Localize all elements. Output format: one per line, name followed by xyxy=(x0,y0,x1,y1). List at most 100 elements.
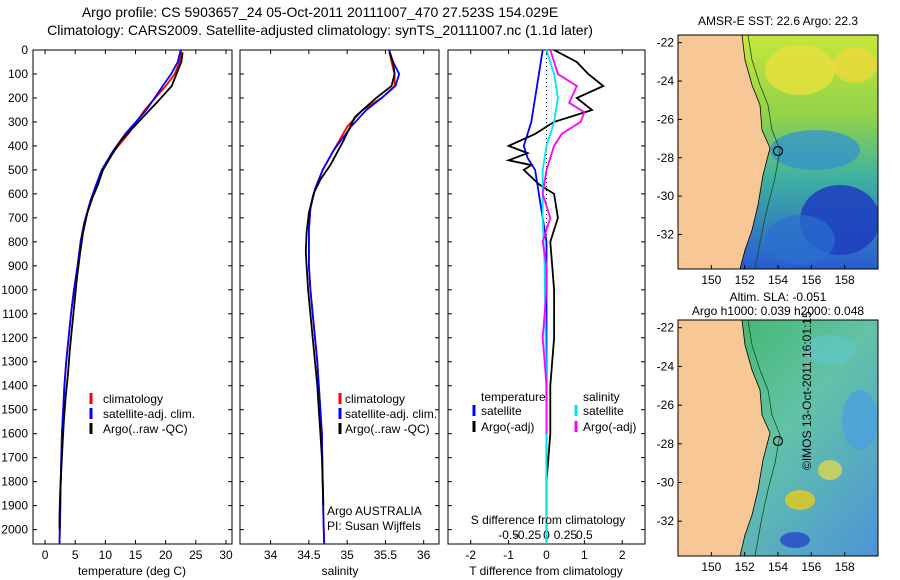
argo-position-marker xyxy=(772,435,784,447)
sst-map-title: AMSR-E SST: 22.6 Argo: 22.3 xyxy=(698,14,858,28)
sla-high-patch xyxy=(818,460,842,480)
legend-label-satellite: satellite-adj. clim. xyxy=(345,407,437,421)
t-difference-axis-ticks: -2 -1 0 1 2 xyxy=(465,50,626,562)
temperature-legend: climatology satellite-adj. clim. Argo(..… xyxy=(89,392,195,436)
latitude-tick-label: -22 xyxy=(657,321,675,335)
sla-map-title-line1: Altim. SLA: -0.051 xyxy=(730,290,827,304)
longitude-tick-label: 154 xyxy=(768,273,788,287)
depth-tick-label: 200 xyxy=(8,91,28,105)
series-line-climatology xyxy=(58,49,183,545)
temperature-axis-ticks: 0 5 10 15 20 25 30 xyxy=(42,50,233,562)
x-tick-label: 2 xyxy=(619,548,626,562)
series-line-argo-raw-qc- xyxy=(304,52,396,506)
s-difference-tick-label: 0.5 xyxy=(576,528,593,542)
sst-latitude-ticks: -22 -24 -26 -28 -30 -32 xyxy=(657,36,682,241)
legend-label-argo: Argo(..raw -QC) xyxy=(103,422,188,436)
argo-position-marker xyxy=(772,145,784,157)
sst-longitude-ticks: 150 152 154 156 158 xyxy=(701,265,855,287)
x-tick-label: -1 xyxy=(503,548,514,562)
depth-tick-label: 1400 xyxy=(1,379,28,393)
depth-tick-label: 0 xyxy=(21,43,28,57)
x-tick-label: 34 xyxy=(264,548,278,562)
longitude-tick-label: 150 xyxy=(701,273,721,287)
latitude-tick-label: -22 xyxy=(657,36,675,50)
longitude-tick-label: 152 xyxy=(735,273,755,287)
x-tick-label: 25 xyxy=(189,548,203,562)
legend-label-satellite: satellite-adj. clim. xyxy=(103,407,195,421)
series-line-satellite-adj-clim- xyxy=(307,49,401,545)
sla-latitude-ticks: -22 -24 -26 -28 -30 -32 xyxy=(657,321,682,528)
latitude-tick-label: -28 xyxy=(657,437,675,451)
depth-tick-label: 1600 xyxy=(1,427,28,441)
depth-tick-label: 1200 xyxy=(1,331,28,345)
series-line-temperature-satellite xyxy=(522,49,548,544)
sla-map-title-line2: Argo h1000: 0.039 h2000: 0.048 xyxy=(692,304,864,318)
pi-label: PI: Susan Wijffels xyxy=(327,519,421,533)
depth-axis-ticks: 0 100 200 300 400 500 600 700 800 900 1000 1100 1200… xyxy=(1,43,645,537)
depth-tick-label: 600 xyxy=(8,187,28,201)
s-difference-xlabel: S difference from climatology xyxy=(471,513,626,527)
depth-tick-label: 900 xyxy=(8,259,28,273)
x-tick-label: 36 xyxy=(417,548,431,562)
x-tick-label: 35 xyxy=(340,548,354,562)
legend-label-temperature-satellite: satellite xyxy=(481,404,522,418)
figure-title-line2: Climatology: CARS2009. Satellite-adjuste… xyxy=(47,22,593,38)
sla-map xyxy=(678,320,878,556)
argo-program-label: Argo AUSTRALIA xyxy=(327,504,422,518)
series-line-salinity-argo-adj- xyxy=(541,49,586,434)
x-tick-label: 35.5 xyxy=(374,548,398,562)
longitude-tick-label: 158 xyxy=(835,273,855,287)
temperature-difference-legend: temperature satellite Argo(-adj) xyxy=(472,390,546,434)
x-tick-label: 30 xyxy=(219,548,233,562)
salinity-axis-ticks: 34 34.5 35 35.5 36 xyxy=(264,50,431,562)
depth-tick-label: 1300 xyxy=(1,355,28,369)
shelf-contour xyxy=(747,320,781,556)
legend-label-argo: Argo(..raw -QC) xyxy=(345,422,430,436)
land-australia xyxy=(678,35,771,269)
longitude-tick-label: 154 xyxy=(768,560,788,574)
figure-title-line1: Argo profile: CS 5903657_24 05-Oct-2011 … xyxy=(81,4,559,20)
depth-tick-label: 2000 xyxy=(1,523,28,537)
depth-tick-label: 1500 xyxy=(1,403,28,417)
longitude-tick-label: 152 xyxy=(735,560,755,574)
salinity-profiles xyxy=(304,49,401,545)
salinity-plot-frame xyxy=(239,49,440,545)
latitude-tick-label: -24 xyxy=(657,74,675,88)
sla-low-patch xyxy=(780,532,810,548)
x-tick-label: 5 xyxy=(72,548,79,562)
legend-title-salinity: salinity xyxy=(583,390,620,404)
x-tick-label: -2 xyxy=(465,548,476,562)
series-line-satellite-adj-clim- xyxy=(58,49,182,545)
sla-patch xyxy=(805,335,855,365)
salinity-legend: climatology satellite-adj. clim. Argo(..… xyxy=(327,392,437,533)
latitude-tick-label: -30 xyxy=(657,475,675,489)
series-line-argo-raw-qc- xyxy=(58,52,184,530)
x-tick-label: 20 xyxy=(159,548,173,562)
legend-title-temperature: temperature xyxy=(481,390,546,404)
legend-label-climatology: climatology xyxy=(345,392,405,406)
depth-tick-label: 100 xyxy=(8,67,28,81)
s-difference-tick-label: -0.25 xyxy=(514,528,542,542)
temperature-xlabel: temperature (deg C) xyxy=(78,564,186,578)
legend-label-climatology: climatology xyxy=(103,392,163,406)
difference-profiles xyxy=(505,49,606,544)
salinity-xlabel: salinity xyxy=(322,564,359,578)
salinity-difference-legend: salinity satellite Argo(-adj) xyxy=(574,390,636,434)
latitude-tick-label: -26 xyxy=(657,112,675,126)
x-tick-label: 34.5 xyxy=(297,548,321,562)
s-difference-tick-label: -0.5 xyxy=(498,528,519,542)
longitude-tick-label: 158 xyxy=(835,560,855,574)
longitude-tick-label: 156 xyxy=(801,273,821,287)
latitude-tick-label: -28 xyxy=(657,151,675,165)
depth-tick-label: 800 xyxy=(8,235,28,249)
depth-tick-label: 1700 xyxy=(1,451,28,465)
s-difference-axis-ticks: -0.5-0.2500.250.5 xyxy=(498,528,593,542)
t-difference-xlabel: T difference from climatology xyxy=(469,564,623,578)
land-australia xyxy=(678,320,771,556)
latitude-tick-label: -30 xyxy=(657,189,675,203)
sst-warm-patch xyxy=(833,47,877,83)
longitude-tick-label: 156 xyxy=(801,560,821,574)
legend-label-salinity-argo: Argo(-adj) xyxy=(583,420,636,434)
latitude-tick-label: -24 xyxy=(657,359,675,373)
